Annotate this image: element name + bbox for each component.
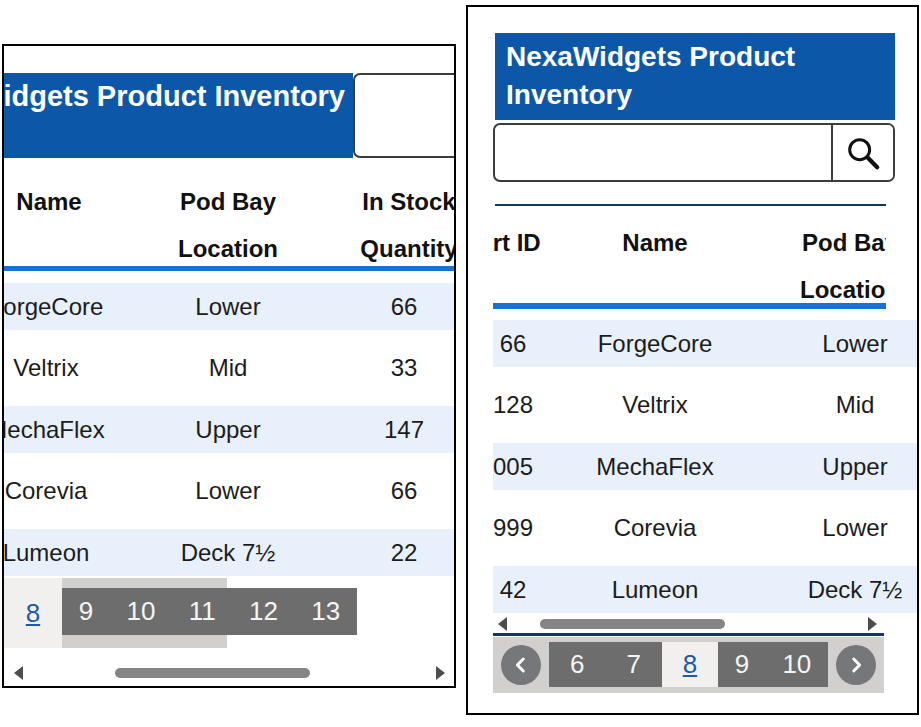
column-header-quantity: In Stock Quantity — [314, 178, 456, 272]
column-header-name: Name — [580, 219, 730, 266]
table-row: 66 ForgeCore Lower — [493, 320, 917, 367]
page-title-bar: NexaWidgets Product Inventory — [495, 33, 895, 120]
cell-location: Mid — [780, 381, 917, 428]
pager-pages-block: 6 7 — [549, 642, 662, 687]
cell-location: Deck 7½ — [138, 529, 318, 576]
pager-page-link[interactable]: 13 — [311, 596, 340, 627]
column-header-part-id: Part ID — [493, 219, 577, 266]
table-row: 999 Corevia Lower — [493, 504, 917, 551]
column-header-location-line2: Location — [138, 225, 318, 272]
cell-name: Lumeon — [580, 566, 730, 613]
pager-page-link[interactable]: 11 — [189, 596, 216, 627]
pager-page-link[interactable]: 9 — [79, 596, 93, 627]
cell-name: Lumeon — [2, 529, 121, 576]
pager-current-page: 8 — [683, 649, 697, 680]
column-header-location: Pod Bay Location — [780, 219, 886, 313]
pager-pages-block: 9 10 11 12 13 — [62, 588, 357, 635]
scroll-left-arrow-icon[interactable] — [14, 666, 23, 680]
pager-page-link[interactable]: 9 — [735, 649, 749, 680]
cell-location: Upper — [780, 443, 917, 490]
table-row: MechaFlex Upper 147 — [4, 406, 454, 453]
cell-part-id: 42 — [493, 566, 588, 613]
cell-location: Upper — [138, 406, 318, 453]
cell-location: Lower — [780, 320, 917, 367]
column-header-location-line1: Pod Bay — [138, 178, 318, 225]
cell-quantity: 147 — [314, 406, 456, 453]
cell-quantity: 66 — [314, 467, 456, 514]
cell-name: Veltrix — [2, 344, 121, 391]
search-box — [353, 73, 456, 158]
pager-page-link[interactable]: 6 — [570, 649, 584, 680]
cell-location: Lower — [780, 504, 917, 551]
cell-name: Veltrix — [580, 381, 730, 428]
left-viewport: NexaWidgets Product Inventory Name Pod B… — [2, 44, 456, 688]
table-top-border — [495, 204, 886, 206]
table-row: ForgeCore Lower 66 — [4, 283, 454, 330]
table-bottom-border — [493, 633, 884, 636]
cell-quantity: 22 — [314, 529, 456, 576]
column-header-location: Pod Bay Location — [138, 178, 318, 272]
pager-pages-block: 9 10 — [718, 642, 828, 687]
table-row: Veltrix Mid 33 — [4, 344, 454, 391]
horizontal-scrollbar-thumb[interactable] — [540, 619, 725, 629]
cell-location: Deck 7½ — [780, 566, 917, 613]
cell-name: ForgeCore — [2, 283, 121, 330]
pager-prev-button[interactable] — [501, 645, 541, 685]
table-row: 42 Lumeon Deck 7½ — [493, 566, 917, 613]
pager-current-page-cell: 8 — [4, 578, 62, 648]
pager-current-page: 8 — [26, 598, 40, 629]
page-title: NexaWidgets Product Inventory — [4, 80, 345, 113]
scroll-left-arrow-icon[interactable] — [498, 617, 507, 631]
page-title: NexaWidgets Product Inventory — [506, 38, 895, 114]
pager-current-page-cell: 8 — [662, 642, 718, 687]
cell-name: MechaFlex — [580, 443, 730, 490]
cell-quantity: 33 — [314, 344, 456, 391]
table-row: 128 Veltrix Mid — [493, 381, 917, 428]
search-input[interactable] — [355, 75, 456, 156]
pager-page-link[interactable]: 10 — [126, 596, 155, 627]
cell-part-id: 66 — [493, 320, 588, 367]
cell-location: Lower — [138, 283, 318, 330]
column-header-quantity-line1: In Stock — [314, 178, 456, 225]
cell-name: Corevia — [2, 467, 121, 514]
search-button[interactable] — [831, 125, 893, 180]
cell-location: Mid — [138, 344, 318, 391]
header-underline — [493, 303, 886, 309]
table-scroll-area: Part ID Name Pod Bay Location 66 ForgeCo… — [493, 200, 917, 697]
scroll-right-arrow-icon[interactable] — [868, 617, 877, 631]
cell-part-id: 005 — [493, 443, 588, 490]
scroll-right-arrow-icon[interactable] — [436, 666, 445, 680]
column-header-name: Name — [2, 178, 124, 225]
cell-location: Lower — [138, 467, 318, 514]
header-underline — [4, 266, 454, 271]
column-header-quantity-line2: Quantity — [314, 225, 456, 272]
pager-page-link[interactable]: 10 — [782, 649, 811, 680]
cell-part-id: 128 — [493, 381, 588, 428]
search-input[interactable] — [495, 125, 831, 180]
table-row: Corevia Lower 66 — [4, 467, 454, 514]
pager-strip: 6 7 8 9 10 — [493, 637, 884, 693]
pager-next-button[interactable] — [836, 645, 876, 685]
pager-page-link[interactable]: 7 — [627, 649, 641, 680]
horizontal-scrollbar-thumb[interactable] — [115, 668, 310, 678]
cell-name: ForgeCore — [580, 320, 730, 367]
page-title-bar: NexaWidgets Product Inventory — [4, 73, 353, 158]
table-row: Lumeon Deck 7½ 22 — [4, 529, 454, 576]
cell-name: MechaFlex — [2, 406, 121, 453]
cell-part-id: 999 — [493, 504, 588, 551]
pager-page-link[interactable]: 12 — [249, 596, 278, 627]
chevron-right-icon — [845, 654, 867, 676]
cell-quantity: 66 — [314, 283, 456, 330]
right-viewport: NexaWidgets Product Inventory Part ID Na… — [466, 5, 919, 715]
search-box — [493, 123, 895, 182]
magnifier-icon — [843, 133, 883, 173]
cell-name: Corevia — [580, 504, 730, 551]
table-row: 005 MechaFlex Upper — [493, 443, 917, 490]
chevron-left-icon — [510, 654, 532, 676]
column-header-location-line1: Pod Bay — [780, 219, 886, 266]
